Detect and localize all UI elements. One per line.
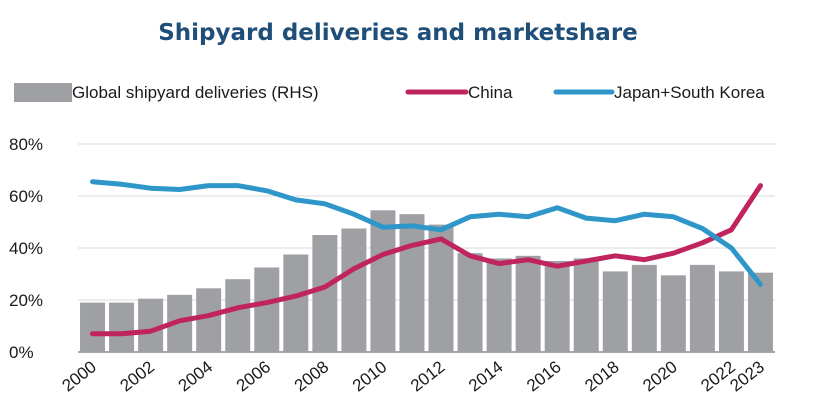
y-tick-label: 40% [9,239,43,258]
x-tick-label: 2006 [233,357,275,395]
bar-deliveries-2013 [457,253,483,352]
y-tick-label: 0% [9,343,34,362]
y-tick-label: 20% [9,291,43,310]
bar-deliveries-2019 [631,264,657,352]
y-tick-label: 60% [9,187,43,206]
legend-label-japan-korea: Japan+South Korea [614,83,765,102]
bars-deliveries [80,210,773,352]
x-tick-label: 2012 [407,357,449,395]
gridlines [78,143,775,353]
bar-deliveries-2002 [138,298,164,352]
bar-deliveries-2000 [80,302,106,352]
bar-deliveries-2007 [283,254,309,352]
bar-deliveries-2018 [602,271,628,352]
bar-deliveries-2008 [312,235,338,352]
line-japan-south-korea [90,179,763,287]
x-tick-label: 2002 [117,357,159,395]
bar-deliveries-2011 [399,214,425,352]
x-tick-label: 2016 [523,357,565,395]
bar-deliveries-2022 [718,271,744,352]
bar-deliveries-2001 [109,302,135,352]
x-tick-label: 2018 [581,357,623,395]
legend: Global shipyard deliveries (RHS) China J… [14,83,765,102]
bar-deliveries-2014 [486,258,512,352]
bar-deliveries-2015 [515,255,541,352]
x-tick-label: 2008 [291,357,333,395]
bar-deliveries-2010 [370,210,396,352]
bar-deliveries-2016 [544,261,570,352]
bar-deliveries-2006 [254,267,280,352]
x-tick-label: 2014 [465,357,507,395]
legend-label-deliveries: Global shipyard deliveries (RHS) [72,83,319,102]
x-tick-label: 2020 [639,357,681,395]
chart-title: Shipyard deliveries and marketshare [158,20,638,46]
legend-label-china: China [468,83,513,102]
x-tick-label: 2010 [349,357,391,395]
x-tick-label: 2000 [58,357,100,395]
bar-deliveries-2021 [689,264,715,352]
bar-deliveries-2004 [196,288,222,352]
x-axis: 2000 2002 2004 2006 2008 2010 2012 2014 2016 2018… [58,357,767,395]
line-china [90,183,763,337]
bar-deliveries-2017 [573,258,599,352]
lines [90,179,763,337]
legend-swatch-deliveries [14,83,72,102]
y-axis: 0% 20% 40% 60% 80% [9,135,43,362]
x-tick-label: 2004 [175,357,217,395]
bar-deliveries-2009 [341,228,367,352]
x-tick-label: 2023 [726,357,768,395]
y-tick-label: 80% [9,135,43,154]
bar-deliveries-2005 [225,279,251,352]
bar-deliveries-2020 [660,275,686,352]
